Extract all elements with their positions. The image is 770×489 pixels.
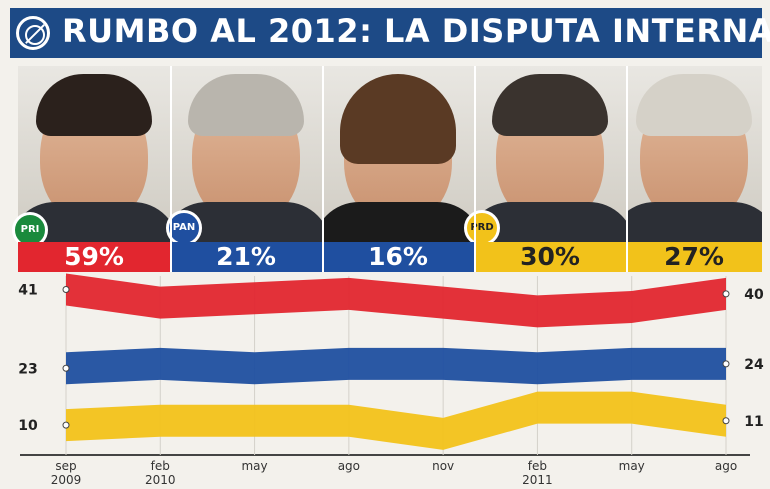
x-tick-year-label: 2009: [51, 473, 82, 487]
candidate-photos: [18, 66, 762, 242]
right-value-label: 11: [744, 414, 763, 430]
suit-shape: [322, 202, 474, 242]
series-band-3: [66, 391, 726, 450]
right-value-label: 40: [744, 287, 764, 303]
page-title: RUMBO AL 2012: LA DISPUTA INTERNA: [62, 12, 770, 50]
x-tick-label: ago: [338, 459, 360, 473]
start-dot: [62, 286, 70, 293]
left-value-label: 10: [18, 418, 38, 434]
candidate-photo-3: [322, 66, 474, 242]
left-value-label: 41: [18, 283, 37, 299]
percent-bar-1: 59%: [18, 242, 170, 272]
candidate-photo-1: [18, 66, 170, 242]
percent-bar-2: 21%: [170, 242, 322, 272]
x-tick-year-label: 2011: [522, 473, 553, 487]
hair-shape: [636, 74, 752, 136]
hair-shape: [340, 74, 456, 164]
column-divider: [322, 66, 324, 272]
candidate-photo-5: [626, 66, 762, 242]
column-divider: [626, 66, 628, 272]
candidate-photo-4: [474, 66, 626, 242]
percent-bar-5: 27%: [626, 242, 762, 272]
end-dot: [722, 360, 730, 368]
hair-shape: [492, 74, 608, 136]
hair-shape: [36, 74, 152, 136]
series-band-1: [66, 273, 726, 328]
left-value-label: 23: [18, 361, 37, 377]
suit-shape: [626, 202, 762, 242]
column-divider: [474, 66, 476, 272]
percent-bar-4: 30%: [474, 242, 626, 272]
x-tick-label: may: [619, 459, 645, 473]
x-tick-label: feb: [151, 459, 170, 473]
header-banner: RUMBO AL 2012: LA DISPUTA INTERNA: [10, 8, 770, 58]
right-value-label: 24: [744, 357, 764, 373]
x-tick-label: ago: [715, 459, 737, 473]
x-tick-label: feb: [528, 459, 547, 473]
x-tick-label: nov: [432, 459, 454, 473]
column-divider: [170, 66, 172, 272]
prd-party-icon: PRD: [464, 210, 500, 246]
percent-bar-3: 16%: [322, 242, 474, 272]
x-tick-year-label: 2010: [145, 473, 176, 487]
globe-logo-icon: [16, 16, 50, 50]
end-dot: [722, 290, 730, 298]
series-band-2: [66, 347, 726, 385]
suit-shape: [474, 202, 626, 242]
x-tick-label: may: [241, 459, 267, 473]
end-dot: [722, 417, 730, 425]
start-dot: [62, 421, 70, 429]
start-dot: [62, 364, 70, 372]
hair-shape: [188, 74, 304, 136]
x-tick-label: sep: [55, 459, 76, 473]
